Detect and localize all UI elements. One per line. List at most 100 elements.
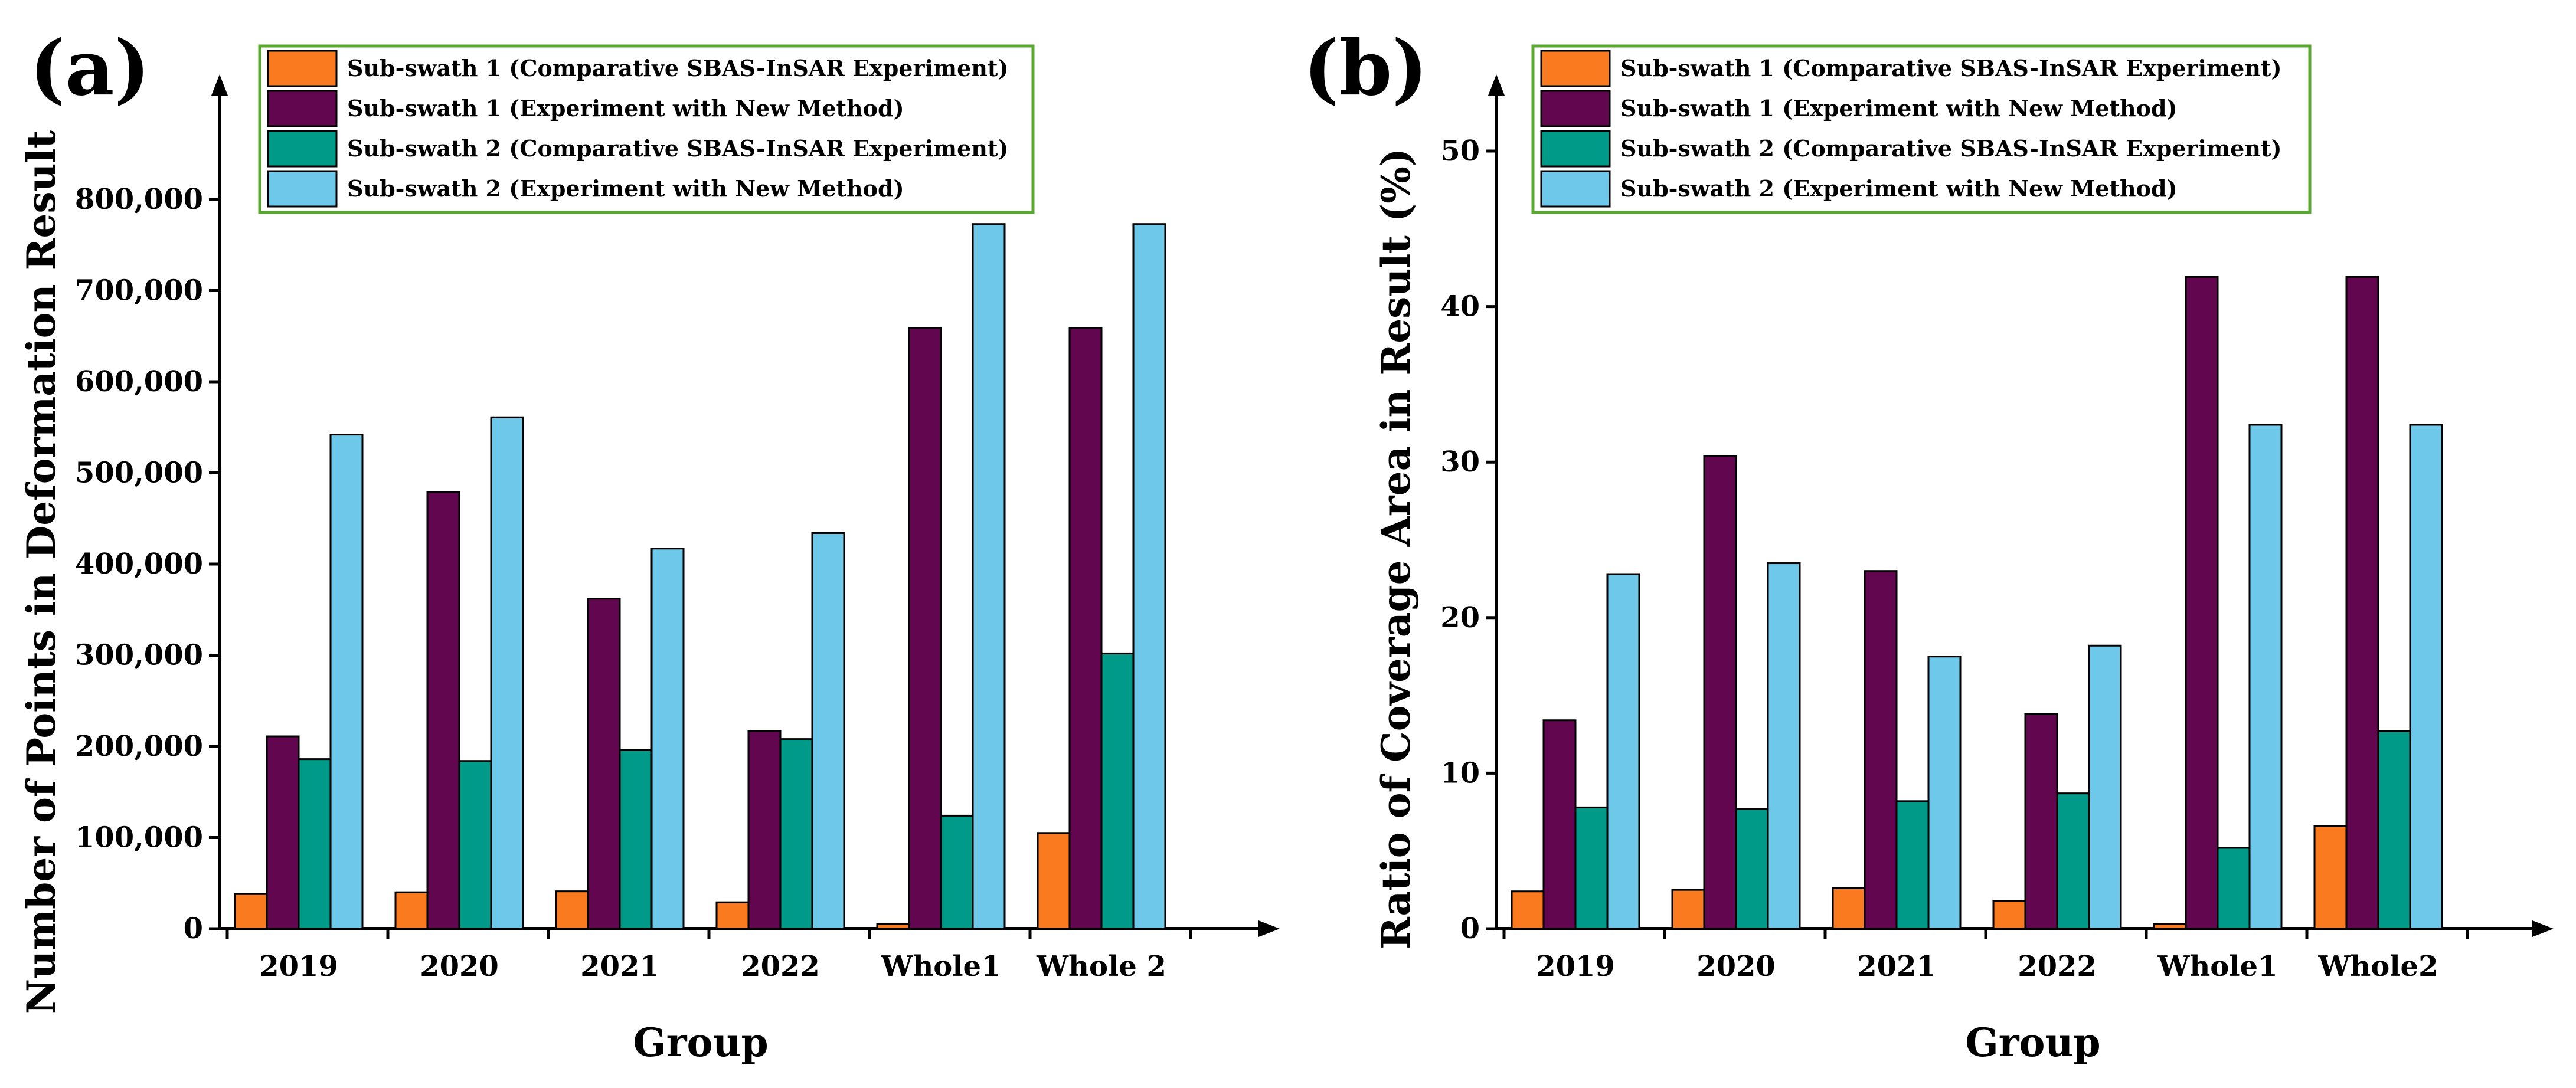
bar <box>1574 806 1609 930</box>
bar <box>555 890 589 930</box>
bar <box>2377 730 2411 930</box>
y-tick-label: 300,000 <box>75 639 203 672</box>
y-tick-label: 0 <box>1460 912 1480 945</box>
panel-b-x-axis-title: Group <box>1965 1020 2100 1066</box>
legend-label: Sub-swath 1 (Experiment with New Method) <box>347 95 904 122</box>
y-tick-label: 100,000 <box>75 821 203 854</box>
bar <box>876 923 910 930</box>
legend-swatch <box>1540 90 1611 127</box>
panel-b-label: (b) <box>1303 24 1428 113</box>
bar <box>1735 808 1769 930</box>
legend-label: Sub-swath 1 (Comparative SBAS-InSAR Expe… <box>347 55 1008 81</box>
panel-b-bars <box>1511 276 2443 930</box>
bar <box>1767 562 1801 930</box>
bar <box>1927 656 1962 930</box>
bar <box>1895 800 1930 930</box>
bar <box>1132 223 1166 930</box>
bar <box>1832 887 1866 930</box>
legend-swatch <box>267 130 338 168</box>
legend-box <box>258 44 1035 214</box>
legend-label: Sub-swath 2 (Comparative SBAS-InSAR Expe… <box>347 135 1008 162</box>
bar <box>426 491 460 930</box>
y-axis-arrow <box>211 74 228 96</box>
legend-swatch <box>267 90 338 127</box>
bar <box>715 901 750 930</box>
x-tick-label: Whole2 <box>2318 950 2438 983</box>
bar <box>811 532 845 930</box>
x-tick-label: Whole1 <box>881 950 1001 983</box>
bar <box>490 416 524 930</box>
legend-swatch <box>1540 170 1611 208</box>
panel-a-bars <box>234 223 1166 930</box>
y-tick-label: 20 <box>1440 601 1480 634</box>
bar <box>298 758 332 930</box>
y-tick-label: 40 <box>1440 290 1480 323</box>
legend-label: Sub-swath 1 (Comparative SBAS-InSAR Expe… <box>1620 55 2281 81</box>
y-tick-label: 500,000 <box>75 457 203 490</box>
bar <box>2153 923 2187 930</box>
legend-swatch <box>267 50 338 87</box>
bar <box>2024 713 2058 930</box>
x-tick-label: Whole1 <box>2157 950 2278 983</box>
bar <box>266 735 300 930</box>
panel-a-label: (a) <box>30 24 150 113</box>
bar <box>2185 276 2219 930</box>
x-tick-label: 2021 <box>1857 950 1936 983</box>
bar <box>2088 644 2122 930</box>
panel-b-y-axis-title: Ratio of Coverage Area in Result (%) <box>1373 148 1419 949</box>
x-tick-label: 2021 <box>580 950 659 983</box>
bar <box>1100 652 1135 930</box>
legend-box <box>1531 44 2312 214</box>
panel-b-legend: Sub-swath 1 (Comparative SBAS-InSAR Expe… <box>1531 44 2312 214</box>
bar <box>1068 327 1103 930</box>
legend-swatch <box>267 170 338 208</box>
bar <box>747 730 782 930</box>
y-tick-label: 200,000 <box>75 730 203 763</box>
bar <box>1864 570 1898 930</box>
bar <box>940 814 974 930</box>
legend-label: Sub-swath 2 (Experiment with New Method) <box>1620 175 2178 202</box>
legend-swatch <box>1540 130 1611 168</box>
panel-a-legend: Sub-swath 1 (Comparative SBAS-InSAR Expe… <box>258 44 1035 214</box>
bar <box>1511 890 1545 930</box>
bar <box>2409 424 2443 930</box>
bar <box>2345 276 2379 930</box>
bar <box>908 327 942 930</box>
bar <box>1671 889 1705 930</box>
bar <box>2056 792 2090 930</box>
bar <box>1606 573 1640 930</box>
panel-b: (b) Ratio of Coverage Area in Result (%)… <box>1303 24 2554 1066</box>
x-tick-label: 2022 <box>2018 950 2097 983</box>
y-tick-label: 400,000 <box>75 548 203 581</box>
bar <box>619 749 653 930</box>
bar <box>329 434 364 930</box>
bar <box>1037 832 1071 930</box>
x-tick-label: 2022 <box>741 950 820 983</box>
x-tick-label: 2020 <box>1696 950 1776 983</box>
x-tick-label: Whole 2 <box>1036 950 1166 983</box>
y-tick-label: 0 <box>184 912 203 945</box>
x-tick-label: 2020 <box>420 950 499 983</box>
bar <box>2313 825 2348 930</box>
y-tick-label: 50 <box>1440 135 1480 168</box>
legend-label: Sub-swath 2 (Comparative SBAS-InSAR Expe… <box>1620 135 2281 162</box>
bar <box>2217 847 2251 930</box>
x-tick-label: 2019 <box>1536 950 1615 983</box>
bar <box>1542 719 1577 930</box>
legend-swatch <box>1540 50 1611 87</box>
legend-label: Sub-swath 2 (Experiment with New Method) <box>347 175 904 202</box>
y-tick-label: 700,000 <box>75 274 203 307</box>
panel-a-y-axis-title: Number of Points in Deformation Result <box>18 130 64 1014</box>
panel-a: (a) Number of Points in Deformation Resu… <box>18 24 1280 1066</box>
bar <box>972 223 1006 930</box>
y-tick-label: 30 <box>1440 445 1480 479</box>
bar <box>779 738 813 930</box>
legend-label: Sub-swath 1 (Experiment with New Method) <box>1620 95 2178 122</box>
bar <box>587 598 621 930</box>
x-axis-arrow <box>1258 920 1280 937</box>
y-axis-arrow <box>1488 74 1505 96</box>
panel-a-axes: 0 100,000 200,000 300,000 400,000 500,000 600,… <box>75 74 1280 983</box>
bar <box>2248 424 2283 930</box>
x-axis-arrow <box>2532 920 2554 937</box>
